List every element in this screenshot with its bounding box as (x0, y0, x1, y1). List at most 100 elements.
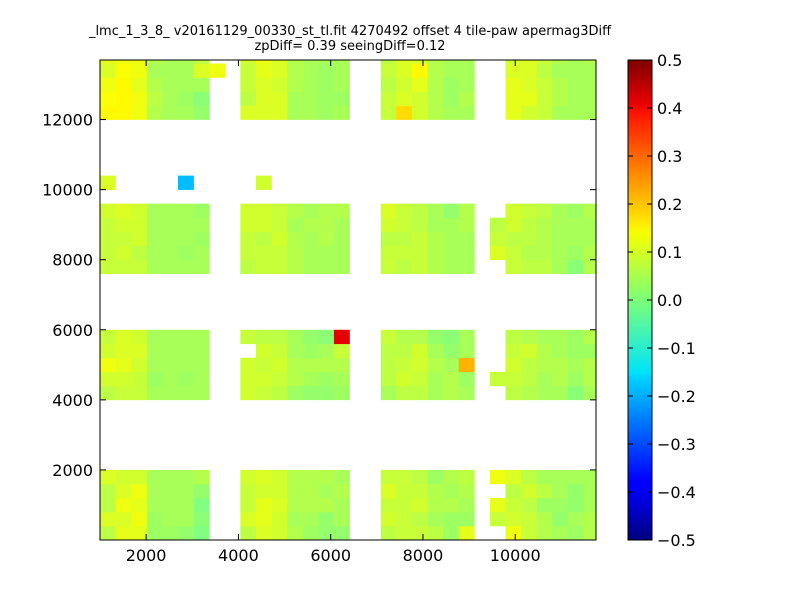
heatmap-cell (115, 231, 132, 246)
heatmap-cell (443, 77, 459, 92)
heatmap-cell (100, 525, 116, 541)
heatmap-cell (552, 245, 569, 260)
heatmap-cell (567, 371, 584, 387)
heatmap-cell (333, 329, 350, 345)
heatmap-cell (567, 63, 584, 78)
heatmap-cell (255, 60, 272, 64)
heatmap-cell (396, 483, 413, 499)
heatmap-cell (521, 91, 537, 106)
heatmap-cell (411, 343, 428, 359)
heatmap-cell (287, 91, 304, 106)
colorbar-tick-label: 0.0 (657, 291, 682, 310)
heatmap-cell (411, 217, 428, 232)
x-tick-label: 6000 (310, 546, 351, 565)
heatmap-cell (380, 217, 397, 232)
heatmap-cell (287, 231, 304, 246)
heatmap-cell (287, 217, 304, 232)
heatmap-cell (146, 231, 163, 246)
heatmap-cell (583, 217, 597, 232)
heatmap-cell (536, 245, 553, 260)
heatmap-cell (318, 357, 335, 373)
heatmap-cell (146, 203, 163, 218)
heatmap-cell (458, 105, 475, 120)
heatmap-cell (115, 217, 132, 232)
heatmap-cell (427, 60, 444, 64)
heatmap-cell (521, 483, 537, 499)
heatmap-cell (177, 525, 194, 541)
heatmap-cell (193, 483, 210, 499)
heatmap-cell (489, 245, 506, 260)
heatmap-cell (240, 525, 257, 541)
heatmap-cell (302, 217, 319, 232)
heatmap-cell (146, 77, 163, 92)
heatmap-cell (115, 469, 132, 485)
heatmap-cell (146, 105, 163, 120)
heatmap-cell (427, 63, 444, 78)
heatmap-cell (521, 497, 537, 513)
heatmap-cell (193, 329, 210, 345)
heatmap-cell (380, 203, 397, 218)
heatmap-cell (177, 91, 194, 106)
heatmap-cell (162, 483, 179, 499)
heatmap-cells (100, 60, 597, 541)
heatmap-cell (177, 60, 194, 64)
heatmap-cell (458, 217, 475, 232)
chart-subtitle: zpDiff= 0.39 seeingDiff=0.12 (254, 39, 446, 54)
heatmap-cell (396, 343, 413, 359)
heatmap-cell (505, 245, 522, 260)
heatmap-cell (271, 385, 288, 401)
heatmap-cell (443, 343, 459, 359)
heatmap-cell (411, 231, 428, 246)
heatmap-cell (443, 511, 459, 527)
heatmap-cell (552, 343, 569, 359)
heatmap-cell (146, 497, 163, 513)
heatmap-cell (115, 203, 132, 218)
heatmap-cell (380, 497, 397, 513)
colorbar-tick-label: 0.4 (657, 99, 682, 118)
heatmap-cell (318, 77, 335, 92)
heatmap-cell (100, 385, 116, 401)
heatmap-cell (333, 63, 350, 78)
heatmap-cell (427, 259, 444, 275)
heatmap-cell (443, 105, 459, 120)
heatmap-cell (177, 105, 194, 120)
heatmap-cell (177, 371, 194, 387)
heatmap-cell (552, 525, 569, 541)
heatmap-cell (443, 231, 459, 246)
heatmap-cell (443, 203, 459, 218)
heatmap-cell (302, 469, 319, 485)
heatmap-cell (536, 357, 553, 373)
heatmap-cell (583, 329, 597, 345)
heatmap-cell (396, 203, 413, 218)
heatmap-cell (131, 259, 148, 275)
heatmap-cell (333, 91, 350, 106)
heatmap-cell (131, 385, 148, 401)
heatmap-cell (443, 497, 459, 513)
plot-frame (99, 59, 597, 541)
heatmap-cell (458, 385, 475, 401)
heatmap-cell (427, 231, 444, 246)
heatmap-cell (521, 77, 537, 92)
heatmap-cell (458, 91, 475, 106)
heatmap-cell (396, 259, 413, 275)
heatmap-cell (333, 60, 350, 64)
heatmap-cell (287, 511, 304, 527)
heatmap-cell (255, 343, 272, 359)
heatmap-cell (271, 525, 288, 541)
heatmap-cell (583, 105, 597, 120)
heatmap-cell (427, 245, 444, 260)
heatmap-cell (427, 385, 444, 401)
heatmap-cell (458, 329, 475, 345)
heatmap-cell (583, 60, 597, 64)
heatmap-cell (255, 385, 272, 401)
heatmap-cell (302, 497, 319, 513)
heatmap-cell (100, 469, 116, 485)
heatmap-cell (411, 105, 428, 120)
heatmap-cell (146, 60, 163, 64)
heatmap-cell (521, 203, 537, 218)
heatmap-cell (100, 203, 116, 218)
heatmap-cell (255, 259, 272, 275)
heatmap-cell (302, 203, 319, 218)
heatmap-cell (583, 259, 597, 275)
heatmap-cell (583, 357, 597, 373)
